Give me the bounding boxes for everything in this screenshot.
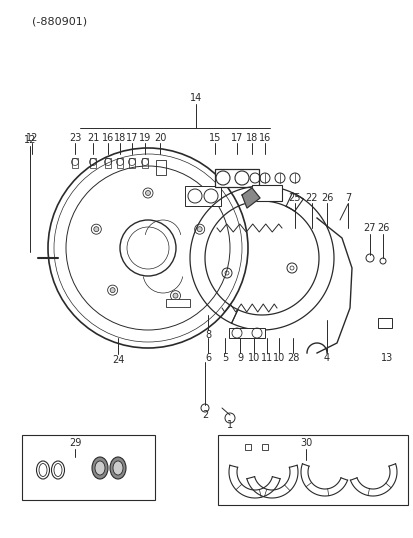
- Text: 10: 10: [272, 353, 285, 363]
- Text: 1: 1: [226, 420, 233, 430]
- Ellipse shape: [95, 461, 105, 475]
- Bar: [142, 158, 147, 168]
- Circle shape: [110, 288, 115, 293]
- Text: 26: 26: [320, 193, 332, 203]
- Text: 19: 19: [138, 133, 151, 143]
- Text: 4: 4: [323, 353, 329, 363]
- Text: 6: 6: [204, 353, 211, 363]
- Text: 12: 12: [26, 133, 38, 143]
- Text: (-880901): (-880901): [32, 17, 87, 27]
- Ellipse shape: [110, 457, 126, 479]
- Polygon shape: [242, 188, 259, 208]
- Ellipse shape: [92, 457, 108, 479]
- Text: 8: 8: [204, 330, 211, 340]
- Bar: [228, 328, 264, 338]
- Text: 16: 16: [102, 133, 114, 143]
- Text: 17: 17: [126, 133, 138, 143]
- FancyBboxPatch shape: [185, 186, 221, 206]
- Text: 20: 20: [154, 133, 166, 143]
- Bar: [105, 158, 111, 168]
- Bar: [90, 158, 96, 168]
- Text: 29: 29: [69, 438, 81, 448]
- Text: 24: 24: [112, 355, 124, 365]
- Ellipse shape: [113, 461, 123, 475]
- Bar: [72, 158, 78, 168]
- Text: 18: 18: [245, 133, 257, 143]
- Bar: [117, 158, 123, 168]
- Circle shape: [94, 226, 99, 232]
- Bar: [22, 435, 154, 500]
- Text: 25: 25: [288, 193, 301, 203]
- Text: 13: 13: [380, 353, 392, 363]
- Circle shape: [197, 226, 202, 232]
- Bar: [244, 444, 250, 450]
- Bar: [129, 158, 135, 168]
- Bar: [166, 299, 190, 307]
- Bar: [252, 185, 281, 201]
- Text: 5: 5: [221, 353, 228, 363]
- Text: 28: 28: [286, 353, 299, 363]
- Bar: [214, 169, 259, 187]
- Text: 10: 10: [247, 353, 259, 363]
- Text: 7: 7: [344, 193, 350, 203]
- Bar: [261, 444, 267, 450]
- Bar: [218, 435, 407, 505]
- Text: 18: 18: [114, 133, 126, 143]
- Ellipse shape: [39, 464, 47, 477]
- Ellipse shape: [36, 461, 50, 479]
- Text: 14: 14: [190, 93, 202, 103]
- Bar: [377, 318, 391, 328]
- Text: 26: 26: [376, 223, 388, 233]
- Circle shape: [173, 293, 178, 298]
- Text: 22: 22: [305, 193, 318, 203]
- Text: 9: 9: [236, 353, 242, 363]
- Bar: [156, 160, 166, 175]
- Ellipse shape: [51, 461, 64, 479]
- Text: 16: 16: [258, 133, 271, 143]
- Text: 15: 15: [208, 133, 221, 143]
- Text: 17: 17: [230, 133, 242, 143]
- Circle shape: [145, 190, 150, 195]
- Text: 12: 12: [24, 135, 36, 145]
- Ellipse shape: [54, 464, 62, 477]
- Text: 23: 23: [69, 133, 81, 143]
- Text: 30: 30: [299, 438, 311, 448]
- Text: 2: 2: [202, 410, 208, 420]
- Text: 27: 27: [363, 223, 375, 233]
- Text: 21: 21: [87, 133, 99, 143]
- Text: 11: 11: [260, 353, 273, 363]
